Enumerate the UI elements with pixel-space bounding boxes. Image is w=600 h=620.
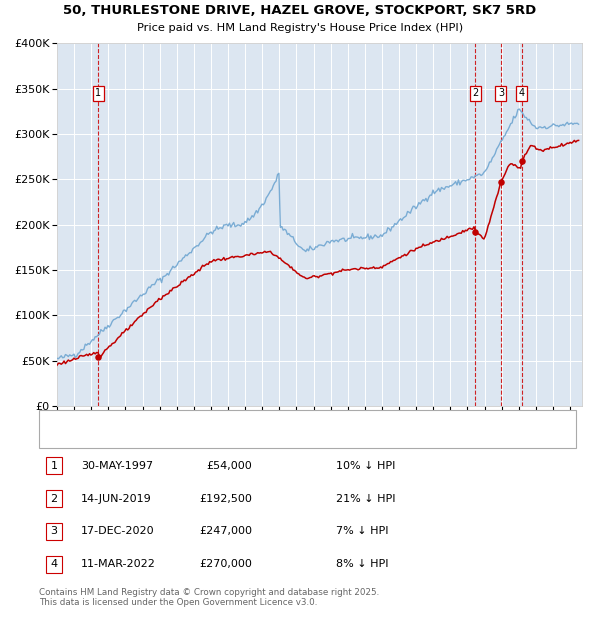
Text: £54,000: £54,000	[206, 461, 252, 471]
Text: 10% ↓ HPI: 10% ↓ HPI	[336, 461, 395, 471]
Text: 4: 4	[519, 88, 525, 99]
Point	[496, 177, 506, 187]
Text: 50, THURLESTONE DRIVE, HAZEL GROVE, STOCKPORT, SK7 5RD (semi-detached house): 50, THURLESTONE DRIVE, HAZEL GROVE, STOC…	[82, 417, 498, 425]
Text: 7% ↓ HPI: 7% ↓ HPI	[336, 526, 389, 536]
Text: £247,000: £247,000	[199, 526, 252, 536]
Point	[470, 226, 480, 236]
Text: 14-JUN-2019: 14-JUN-2019	[81, 494, 152, 503]
Text: £192,500: £192,500	[199, 494, 252, 503]
Text: 30-MAY-1997: 30-MAY-1997	[81, 461, 153, 471]
Text: 17-DEC-2020: 17-DEC-2020	[81, 526, 155, 536]
Text: 1: 1	[50, 461, 58, 471]
Point	[94, 352, 103, 362]
Text: 1: 1	[95, 88, 101, 99]
Text: Price paid vs. HM Land Registry's House Price Index (HPI): Price paid vs. HM Land Registry's House …	[137, 23, 463, 33]
Text: 3: 3	[50, 526, 58, 536]
Text: 21% ↓ HPI: 21% ↓ HPI	[336, 494, 395, 503]
Text: 2: 2	[472, 88, 478, 99]
Text: HPI: Average price, semi-detached house, Stockport: HPI: Average price, semi-detached house,…	[82, 433, 330, 441]
Text: 11-MAR-2022: 11-MAR-2022	[81, 559, 156, 569]
Text: £270,000: £270,000	[199, 559, 252, 569]
Text: 2: 2	[50, 494, 58, 503]
Text: 8% ↓ HPI: 8% ↓ HPI	[336, 559, 389, 569]
Text: 3: 3	[498, 88, 504, 99]
Point	[517, 156, 527, 166]
Text: Contains HM Land Registry data © Crown copyright and database right 2025.
This d: Contains HM Land Registry data © Crown c…	[39, 588, 379, 607]
Text: 50, THURLESTONE DRIVE, HAZEL GROVE, STOCKPORT, SK7 5RD: 50, THURLESTONE DRIVE, HAZEL GROVE, STOC…	[64, 4, 536, 17]
Text: 4: 4	[50, 559, 58, 569]
